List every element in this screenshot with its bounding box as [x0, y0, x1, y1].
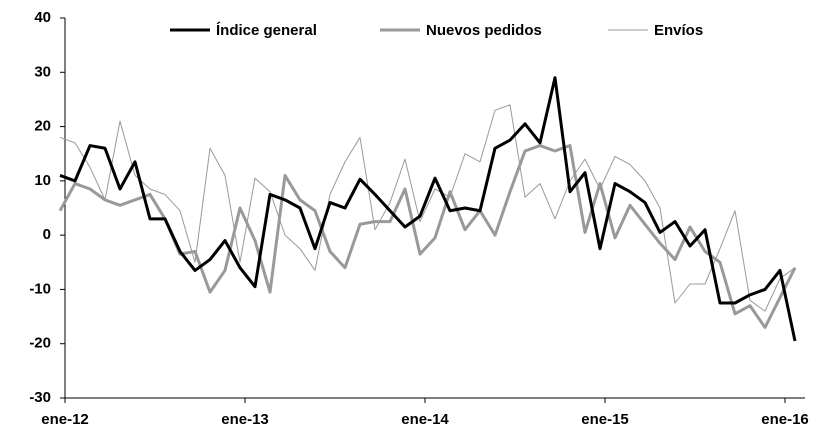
y-tick-label: 0 — [43, 226, 51, 243]
x-tick-label: ene-14 — [401, 411, 449, 428]
legend-label: Nuevos pedidos — [426, 22, 542, 39]
x-tick-label: ene-15 — [581, 411, 629, 428]
y-tick-label: -30 — [29, 389, 51, 406]
series-line — [59, 76, 797, 342]
y-tick-label: -20 — [29, 335, 51, 352]
x-tick-label: ene-16 — [761, 411, 809, 428]
y-tick-label: 20 — [34, 118, 51, 135]
legend-label: Índice general — [216, 22, 317, 39]
x-tick-label: ene-12 — [41, 411, 89, 428]
legend-label: Envíos — [654, 22, 703, 39]
y-tick-label: -10 — [29, 280, 51, 297]
series-line — [59, 104, 796, 312]
y-tick-label: 30 — [34, 63, 51, 80]
y-tick-label: 40 — [34, 9, 51, 26]
x-tick-label: ene-13 — [221, 411, 269, 428]
y-tick-label: 10 — [34, 172, 51, 189]
